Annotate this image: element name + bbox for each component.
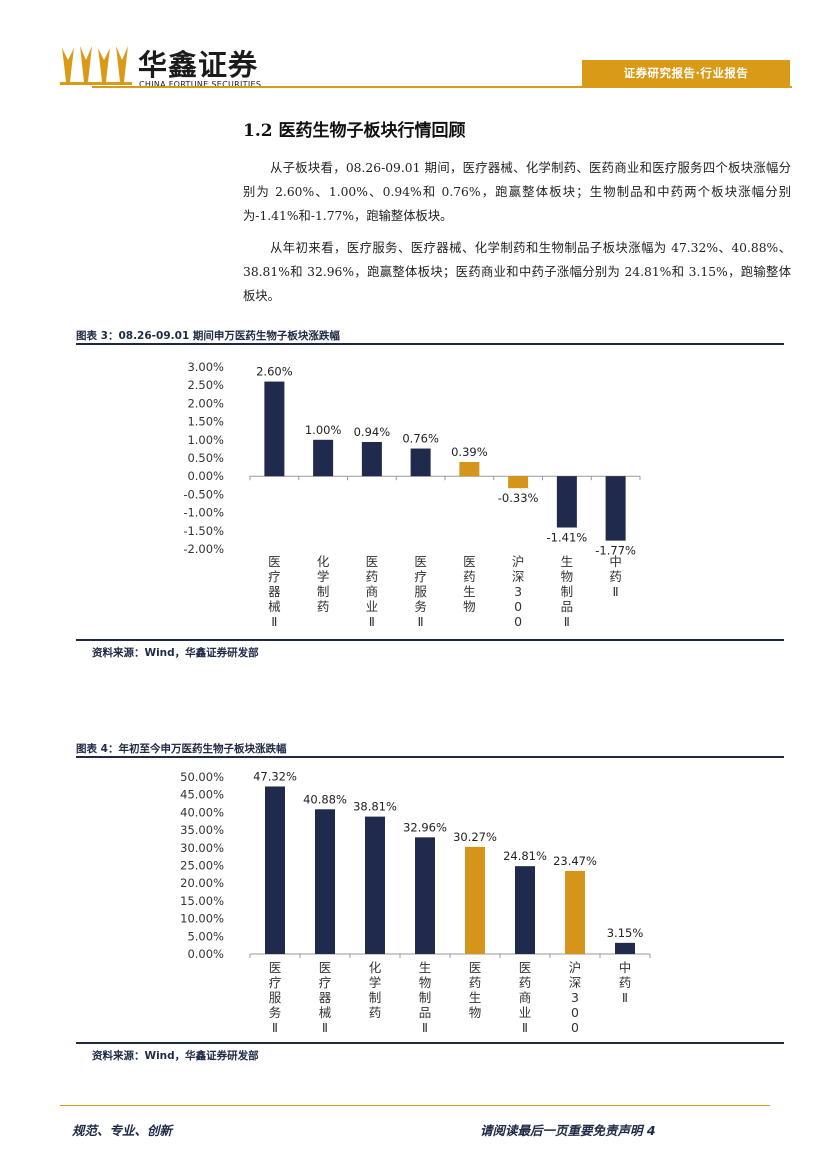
bar: [556, 476, 577, 528]
y-tick-label: 15.00%: [180, 894, 224, 908]
data-label: -1.77%: [595, 544, 636, 558]
figure-4-chart: 50.00% 45.00% 40.00% 35.00% 30.00% 25.00% 20.0…: [180, 769, 651, 1035]
y-tick-label: 45.00%: [180, 788, 224, 802]
figure-3-title: 图表 3：08.26-09.01 期间申万医药生物子板块涨跌幅: [76, 330, 340, 342]
bar: [615, 942, 635, 954]
figure-3-source: 资料来源：Wind，华鑫证券研发部: [92, 647, 259, 659]
category-label: 化学制药: [369, 960, 382, 1020]
header-line: [92, 86, 792, 88]
category-label: 沪深 3 0 0: [512, 554, 525, 629]
y-tick-label: 0.00%: [187, 947, 224, 961]
footer-slogan: 规范、专业、创新: [72, 1123, 173, 1138]
bar: [313, 439, 334, 477]
figure-4-title: 图表 4：年初至今申万医药生物子板块涨跌幅: [76, 743, 287, 755]
y-tick-label: 35.00%: [180, 823, 224, 837]
y-tick-label: 2.00%: [187, 396, 224, 410]
y-tick-label: 0.00%: [187, 469, 224, 483]
bar: [265, 786, 285, 954]
category-label: 生物制品 Ⅱ: [419, 960, 432, 1035]
bar: [565, 870, 585, 954]
y-tick-label: -1.00%: [183, 506, 224, 520]
category-label: 中药 Ⅱ: [619, 960, 632, 1005]
y-tick-label: 2.50%: [187, 378, 224, 392]
bar: [361, 441, 382, 477]
logo: [58, 42, 138, 88]
category-label: 医疗器械 Ⅱ: [319, 960, 332, 1035]
logo-english-name: CHINA FORTUNE SECURITIES: [139, 80, 262, 89]
y-tick-label: 0.50%: [187, 451, 224, 465]
data-label: 0.94%: [354, 425, 391, 439]
data-label: 38.81%: [353, 800, 397, 814]
bar: [315, 809, 335, 954]
y-tick-label: 5.00%: [187, 929, 224, 943]
y-tick-label: -2.00%: [183, 542, 224, 556]
y-tick-label: -0.50%: [183, 487, 224, 501]
bar: [415, 837, 435, 954]
category-label: 生物制品 Ⅱ: [561, 554, 574, 629]
data-label: 40.88%: [303, 792, 347, 806]
data-label: 3.15%: [607, 926, 644, 940]
y-tick-label: 1.50%: [187, 415, 224, 429]
figure-3-chart: 3.00% 2.50% 2.00% 1.50% 1.00% 0.50% 0.00% -0.50…: [183, 360, 641, 629]
data-label: 2.60%: [256, 365, 293, 379]
data-label: 30.27%: [453, 830, 497, 844]
data-label: -0.33%: [498, 491, 539, 505]
section-title: 1.2 医药生物子板块行情回顾: [243, 121, 466, 141]
figure-3-bottom-rule: [76, 639, 784, 641]
data-label: 0.39%: [451, 445, 488, 459]
category-label: 化学制药: [317, 554, 330, 614]
logo-icon: [60, 46, 132, 85]
figure-4-top-rule: [76, 756, 784, 758]
data-label: 23.47%: [553, 854, 597, 868]
category-label: 医药生物: [469, 960, 482, 1020]
y-tick-label: 40.00%: [180, 805, 224, 819]
data-label: -1.41%: [547, 531, 588, 545]
category-label: 医疗器械 Ⅱ: [268, 554, 281, 629]
y-tick-label: 20.00%: [180, 876, 224, 890]
category-label: 医药商业 Ⅱ: [519, 960, 532, 1035]
logo-name: 华鑫证券: [138, 48, 259, 82]
bar: [508, 476, 529, 489]
data-label: 32.96%: [403, 820, 447, 834]
bar: [365, 816, 385, 954]
y-tick-label: 3.00%: [187, 360, 224, 374]
paragraph-1: 从子板块看，08.26-09.01 期间，医疗器械、化学制药、医药商业和医疗服务…: [243, 161, 791, 223]
bar: [459, 462, 480, 477]
footer-disclaimer-note: 请阅读最后一页重要免责声明 4: [480, 1123, 656, 1138]
category-label: 沪深 3 0 0: [569, 960, 582, 1035]
figure-3-top-rule: [76, 343, 784, 345]
category-label: 医疗服务 Ⅱ: [269, 960, 282, 1035]
y-tick-label: 25.00%: [180, 859, 224, 873]
bar: [515, 866, 535, 954]
paragraph-2: 从年初来看，医疗服务、医疗器械、化学制药和生物制品子板块涨幅为 47.32%、4…: [243, 241, 791, 303]
report-type-tag: 证券研究报告·行业报告: [582, 60, 790, 86]
data-label: 1.00%: [305, 423, 342, 437]
category-label: 医药商业 Ⅱ: [366, 554, 379, 629]
bar: [465, 846, 485, 954]
data-label: 47.32%: [253, 769, 297, 783]
data-label: 24.81%: [503, 849, 547, 863]
y-tick-label: 1.00%: [187, 433, 224, 447]
category-label: 中药 Ⅱ: [609, 554, 622, 599]
y-tick-label: 10.00%: [180, 912, 224, 926]
y-tick-label: -1.50%: [183, 524, 224, 538]
figure-4-source: 资料来源：Wind，华鑫证券研发部: [92, 1050, 259, 1062]
y-tick-label: 50.00%: [180, 770, 224, 784]
data-label: 0.76%: [402, 432, 439, 446]
category-label: 医药生物: [463, 554, 476, 614]
bar: [410, 448, 431, 477]
y-tick-label: 30.00%: [180, 841, 224, 855]
bar: [605, 476, 626, 541]
bar: [264, 381, 285, 477]
category-label: 医疗服务 Ⅱ: [414, 554, 427, 629]
footer-line: [60, 1105, 770, 1106]
figure-4-bottom-rule: [76, 1042, 784, 1044]
